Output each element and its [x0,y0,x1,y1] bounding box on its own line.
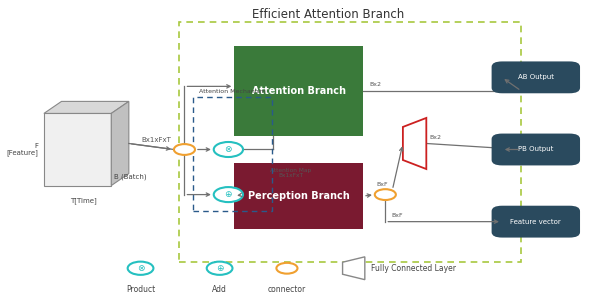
Text: Add: Add [212,285,227,294]
Text: Bx1xFxT: Bx1xFxT [142,137,172,143]
Text: AB Output: AB Output [518,74,554,80]
Text: BxF: BxF [377,182,388,187]
Text: Attention Branch: Attention Branch [252,86,346,96]
Text: Efficient Attention Branch: Efficient Attention Branch [252,8,404,21]
FancyBboxPatch shape [234,163,363,229]
Text: connector: connector [268,285,306,294]
Polygon shape [343,257,365,280]
Circle shape [213,142,243,157]
FancyBboxPatch shape [492,206,580,238]
FancyBboxPatch shape [492,61,580,93]
Text: ⊕: ⊕ [225,190,232,199]
Polygon shape [44,101,129,114]
Text: Perception Branch: Perception Branch [248,191,349,201]
Circle shape [127,262,154,275]
Polygon shape [111,101,129,185]
Text: F
[Feature]: F [Feature] [6,143,38,156]
Text: ⊗: ⊗ [137,264,144,273]
Text: Bx2: Bx2 [429,135,441,140]
Text: Attention Map
Bx1xFxT: Attention Map Bx1xFxT [270,168,311,178]
Text: Bx2: Bx2 [369,82,381,87]
Circle shape [213,187,243,202]
Text: T[Time]: T[Time] [70,198,97,204]
Text: PB Output: PB Output [518,146,554,153]
Text: Feature vector: Feature vector [511,219,561,225]
Polygon shape [403,118,426,169]
Circle shape [174,144,195,155]
Text: B (Batch): B (Batch) [114,173,147,180]
FancyBboxPatch shape [492,133,580,165]
Circle shape [276,263,297,274]
Text: Attention Mechanism: Attention Mechanism [199,89,266,94]
Text: Fully Connected Layer: Fully Connected Layer [371,264,456,273]
Text: BxF: BxF [391,213,403,218]
Polygon shape [44,114,111,185]
Text: Product: Product [126,285,155,294]
Circle shape [375,189,396,200]
Text: ⊗: ⊗ [225,145,232,154]
Text: ⊕: ⊕ [216,264,223,273]
FancyBboxPatch shape [234,46,363,136]
Circle shape [207,262,233,275]
